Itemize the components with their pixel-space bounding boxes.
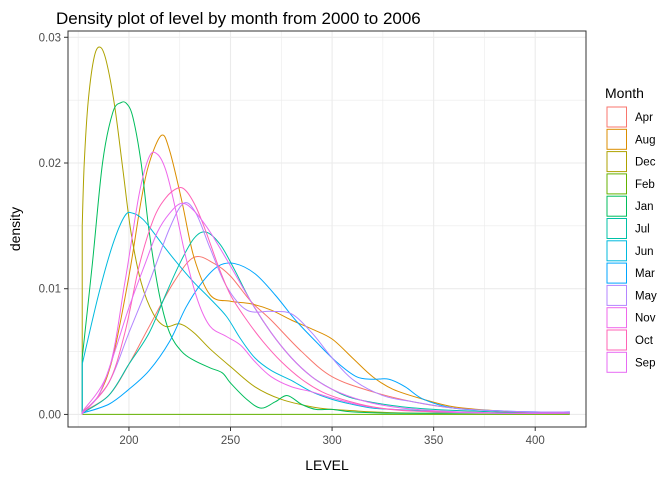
x-tick-label: 200 xyxy=(119,435,138,447)
legend-key-may xyxy=(606,284,627,306)
legend-title: Month xyxy=(605,85,644,101)
legend-label-feb: Feb xyxy=(635,179,655,191)
y-tick-label: 0.00 xyxy=(39,409,61,421)
x-tick-label: 400 xyxy=(526,435,545,447)
legend-key-feb xyxy=(606,173,627,195)
legend-key-oct xyxy=(606,329,627,351)
legend-label-sep: Sep xyxy=(635,357,655,369)
legend-key-jun xyxy=(606,240,627,262)
legend-key-mar xyxy=(606,262,627,284)
density-line-jun xyxy=(81,211,570,414)
legend-label-aug: Aug xyxy=(635,134,655,146)
legend-label-nov: Nov xyxy=(635,313,656,325)
legend-label-apr: Apr xyxy=(635,112,653,124)
x-tick-label: 300 xyxy=(322,435,341,447)
y-tick-label: 0.01 xyxy=(39,284,61,296)
density-line-jan xyxy=(81,101,570,414)
legend-key-sep xyxy=(606,351,627,373)
y-axis: 0.00 0.01 0.02 0.03 xyxy=(39,32,68,421)
legend-label-jan: Jan xyxy=(635,201,654,213)
y-tick-label: 0.02 xyxy=(39,158,61,170)
legend-key-jan xyxy=(606,195,627,217)
legend-key-nov xyxy=(606,307,627,329)
panel-grid xyxy=(68,31,586,427)
plot-panel xyxy=(67,30,587,428)
density-line-may xyxy=(81,202,570,414)
density-line-dec xyxy=(81,46,570,414)
x-axis: 200 250 300 350 400 xyxy=(119,427,545,447)
legend-key-apr xyxy=(606,106,627,128)
legend-key-jul xyxy=(606,218,627,239)
x-axis-title: LEVEL xyxy=(305,457,349,473)
legend-key-aug xyxy=(606,128,627,150)
density-line-mar xyxy=(82,262,570,414)
density-line-sep xyxy=(81,202,570,414)
y-tick-label: 0.03 xyxy=(39,32,61,44)
x-tick-label: 350 xyxy=(424,435,443,447)
legend-key-dec xyxy=(606,151,627,173)
legend-label-jun: Jun xyxy=(635,246,654,258)
series-lines xyxy=(81,46,570,415)
legend-label-jul: Jul xyxy=(635,224,650,236)
legend-label-may: May xyxy=(635,290,657,302)
density-line-nov xyxy=(81,151,570,414)
density-line-oct xyxy=(81,187,570,414)
legend: Month Apr Aug Dec Feb Jan Jul Jun Mar May Nov Oct S… xyxy=(605,85,657,373)
legend-label-mar: Mar xyxy=(635,268,655,280)
legend-label-dec: Dec xyxy=(635,157,656,169)
chart-title: Density plot of level by month from 2000… xyxy=(56,9,421,28)
legend-label-oct: Oct xyxy=(635,335,654,347)
y-axis-title: density xyxy=(7,207,23,251)
x-tick-label: 250 xyxy=(221,435,240,447)
